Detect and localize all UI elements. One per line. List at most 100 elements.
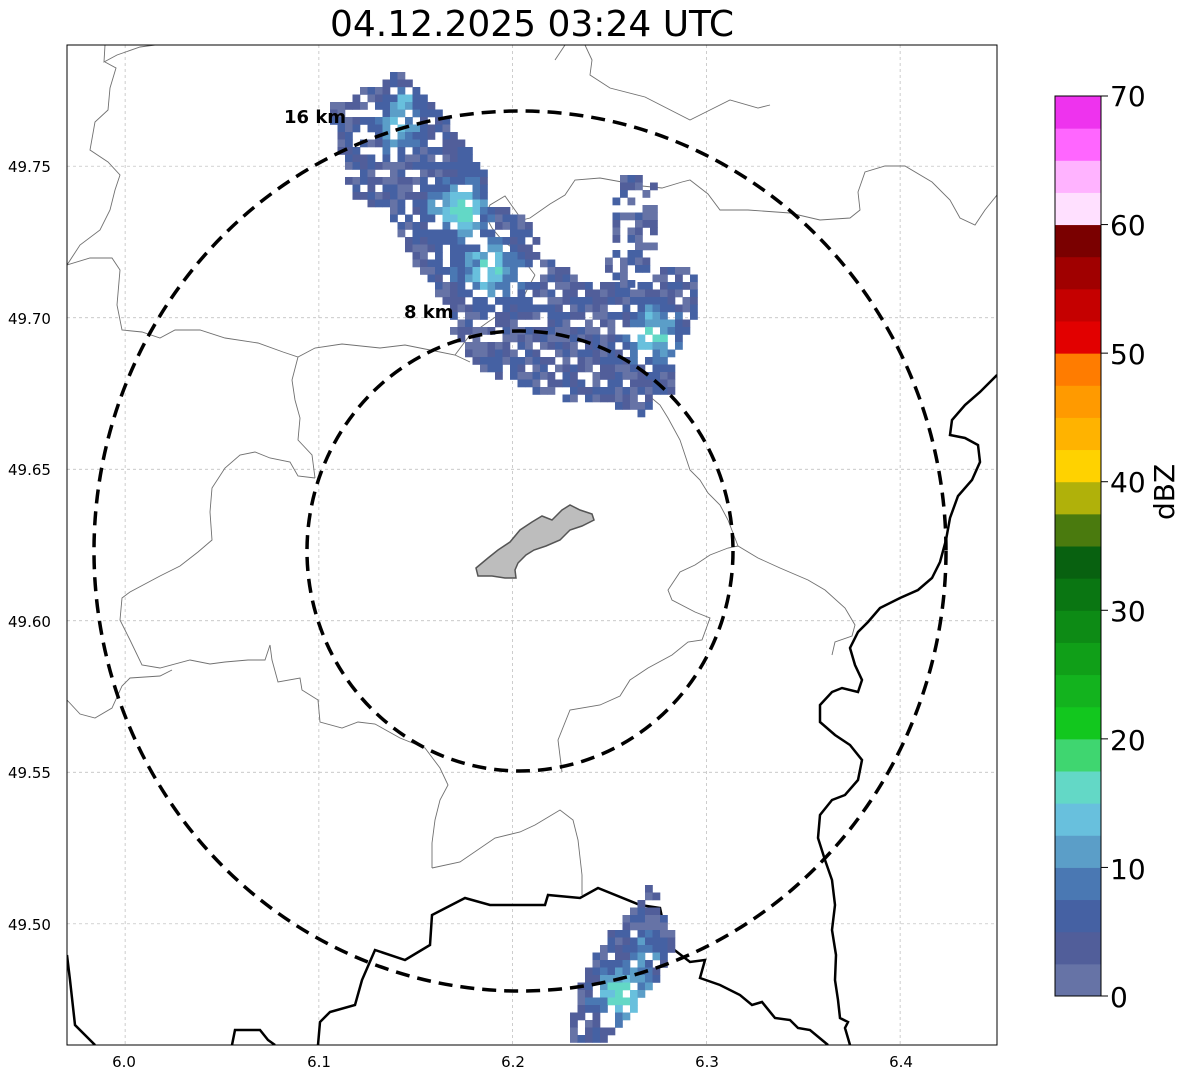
radar-echo-cell [600, 1035, 608, 1043]
radar-echo-cell [390, 177, 398, 185]
radar-echo-cell [457, 192, 466, 200]
radar-echo-cell [635, 265, 643, 273]
radar-echo-cell [427, 124, 436, 133]
radar-echo-cell [637, 915, 646, 923]
radar-echo-cell [615, 372, 623, 380]
radar-echo-cell [465, 304, 473, 313]
radar-echo-cell [525, 372, 533, 380]
radar-echo-cell [345, 177, 353, 185]
radar-echo-cell [675, 304, 683, 313]
colorbar-segment [1055, 96, 1101, 129]
radar-echo-cell [620, 212, 628, 221]
radar-echo-cell [585, 997, 593, 1006]
radar-echo-cell [642, 212, 651, 221]
radar-echo-cell [405, 222, 413, 230]
radar-echo-cell [472, 312, 481, 320]
colorbar-segment [1055, 224, 1101, 258]
radar-echo-cell [480, 312, 488, 320]
radar-echo-cell [352, 184, 361, 193]
radar-echo-cell [382, 192, 391, 200]
radar-echo-cell [337, 117, 346, 125]
radar-echo-cell [397, 87, 406, 95]
radar-echo-cell [600, 1027, 608, 1036]
radar-echo-cell [375, 162, 383, 170]
radar-echo-cell [412, 147, 421, 155]
radar-echo-cell [660, 297, 668, 305]
radar-echo-cell [555, 319, 563, 328]
radar-echo-cell [412, 132, 421, 140]
radar-echo-cell [435, 109, 443, 118]
radar-echo-cell [620, 175, 628, 183]
radar-echo-cell [390, 139, 398, 148]
radar-echo-cell [472, 192, 481, 200]
radar-echo-cell [660, 289, 668, 298]
radar-echo-cell [405, 237, 413, 245]
radar-echo-cell [622, 334, 631, 343]
radar-echo-cell [645, 394, 653, 403]
radar-echo-cell [635, 257, 643, 266]
radar-echo-cell [510, 312, 518, 320]
radar-echo-cell [405, 244, 413, 253]
radar-echo-cell [457, 327, 466, 335]
radar-echo-cell [405, 162, 413, 170]
radar-echo-cell [465, 169, 473, 178]
radar-echo-cell [532, 312, 541, 320]
radar-echo-cell [495, 252, 503, 260]
radar-echo-cell [637, 282, 646, 290]
radar-echo-cell [495, 222, 503, 230]
map-plot-area: 16 km 8 km [66, 44, 998, 1046]
radar-echo-cell [607, 1027, 616, 1036]
radar-echo-cell [420, 267, 428, 275]
radar-echo-cell [615, 289, 623, 298]
radar-echo-cell [607, 282, 616, 290]
radar-echo-cell [480, 207, 488, 215]
radar-echo-cell [592, 334, 601, 343]
radar-echo-cell [592, 342, 601, 350]
radar-echo-cell [667, 297, 676, 305]
radar-echo-cell [330, 102, 338, 110]
radar-echo-cell [420, 132, 428, 140]
radar-echo-cell [390, 102, 398, 110]
radar-echo-cell [547, 379, 556, 388]
radar-echo-cell [435, 124, 443, 133]
radar-echo-cell [660, 379, 668, 388]
radar-echo-cell [615, 945, 623, 953]
radar-echo-cell [600, 387, 608, 395]
radar-echo-cell [620, 272, 628, 281]
radar-echo-cell [502, 237, 511, 245]
radar-echo-cell [390, 72, 398, 80]
radar-echo-cell [607, 327, 616, 335]
radar-echo-cell [495, 364, 503, 373]
radar-echo-cell [502, 357, 511, 365]
radar-echo-cell [607, 372, 616, 380]
radar-echo-cell [457, 289, 466, 298]
radar-echo-cell [555, 304, 563, 313]
radar-echo-cell [495, 259, 503, 268]
radar-echo-cell [562, 342, 571, 350]
radar-echo-cell [457, 162, 466, 170]
radar-echo-cell [600, 945, 608, 953]
radar-echo-cell [450, 192, 458, 200]
radar-echo-cell [570, 387, 578, 395]
radar-echo-cell [615, 312, 623, 320]
radar-echo-cell [652, 349, 661, 358]
radar-echo-cell [652, 357, 661, 365]
radar-echo-cell [570, 289, 578, 298]
radar-echo-cell [502, 267, 511, 275]
radar-echo-cell [600, 394, 608, 403]
radar-echo-cell [472, 349, 481, 358]
radar-echo-cell [427, 214, 436, 223]
radar-echo-cell [562, 327, 571, 335]
radar-echo-cell [457, 214, 466, 223]
radar-echo-cell [525, 222, 533, 230]
radar-echo-cell [472, 357, 481, 365]
radar-echo-cell [635, 250, 643, 258]
radar-echo-cell [412, 109, 421, 118]
radar-echo-cell [635, 212, 643, 221]
radar-echo-cell [480, 282, 488, 290]
radar-echo-cell [487, 304, 496, 313]
radar-echo-cell [660, 372, 668, 380]
radar-echo-cell [510, 259, 518, 268]
colorbar-segment [1055, 160, 1101, 193]
radar-echo-cell [532, 379, 541, 388]
